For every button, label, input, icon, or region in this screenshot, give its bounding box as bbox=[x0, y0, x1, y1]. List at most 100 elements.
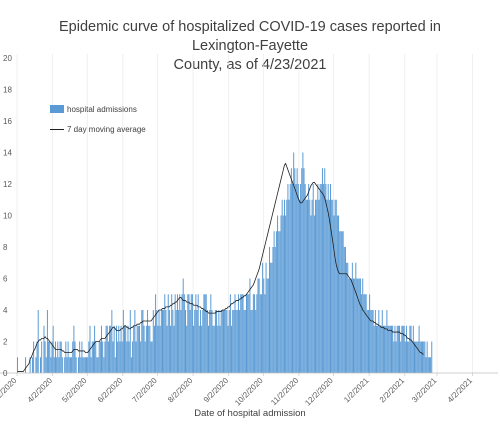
admission-bar bbox=[242, 294, 244, 373]
admission-bar bbox=[262, 262, 264, 373]
admission-bar bbox=[126, 341, 128, 373]
admission-bar bbox=[326, 199, 328, 373]
admission-bar bbox=[428, 357, 430, 373]
admission-bar bbox=[419, 341, 421, 373]
admission-bar bbox=[425, 357, 427, 373]
x-tick-label: 4/2/2020 bbox=[26, 376, 55, 405]
admission-bar bbox=[86, 357, 88, 373]
chart-title: Epidemic curve of hospitalized COVID-19 … bbox=[30, 18, 470, 75]
admission-bar bbox=[404, 341, 406, 373]
y-tick-label: 18 bbox=[3, 86, 12, 95]
admission-bar bbox=[213, 325, 215, 373]
admission-bar bbox=[199, 310, 201, 373]
admission-bar bbox=[217, 325, 219, 373]
admission-bar bbox=[424, 341, 426, 373]
admission-bar bbox=[304, 184, 306, 373]
admission-bar bbox=[344, 247, 346, 373]
admission-bar bbox=[249, 278, 251, 373]
admission-bar bbox=[132, 341, 134, 373]
admission-bar bbox=[349, 278, 351, 373]
admission-bar bbox=[399, 325, 401, 373]
admission-bar bbox=[111, 310, 113, 373]
admission-bar bbox=[237, 294, 239, 373]
admission-bar bbox=[67, 341, 69, 373]
y-tick-label: 16 bbox=[3, 117, 12, 126]
admission-bar bbox=[157, 325, 159, 373]
admission-bar bbox=[95, 341, 97, 373]
admission-bar bbox=[328, 199, 330, 373]
admission-bar bbox=[336, 215, 338, 373]
admission-bar bbox=[293, 152, 295, 373]
admission-bar bbox=[296, 168, 298, 373]
y-tick-label: 8 bbox=[3, 243, 8, 252]
admission-bar bbox=[150, 341, 152, 373]
admission-bar bbox=[152, 310, 154, 373]
admission-bar bbox=[283, 199, 285, 373]
admission-bar bbox=[377, 325, 379, 373]
admission-bar bbox=[168, 310, 170, 373]
admission-bar bbox=[271, 262, 273, 373]
admission-bar bbox=[340, 231, 342, 373]
admission-bar bbox=[426, 341, 428, 373]
admission-bar bbox=[134, 310, 136, 373]
admission-bar bbox=[286, 199, 288, 373]
admission-bar bbox=[366, 310, 368, 373]
admission-bar bbox=[227, 325, 229, 373]
admission-bar bbox=[60, 341, 62, 373]
admission-bar bbox=[59, 341, 61, 373]
admission-bar bbox=[363, 294, 365, 373]
admission-bar bbox=[416, 341, 418, 373]
admission-bar bbox=[156, 310, 158, 373]
admission-bar bbox=[239, 310, 241, 373]
legend: hospital admissions 7 day moving average bbox=[50, 101, 146, 141]
admission-bar bbox=[407, 341, 409, 373]
admission-bar bbox=[339, 231, 341, 373]
admission-bar bbox=[88, 341, 90, 373]
admission-bar bbox=[350, 278, 352, 373]
admission-bar bbox=[180, 310, 182, 373]
admission-bar bbox=[265, 262, 267, 373]
admission-bar bbox=[359, 278, 361, 373]
admission-bar bbox=[98, 341, 100, 373]
admission-bar bbox=[201, 325, 203, 373]
admission-bar bbox=[31, 357, 33, 373]
admission-bar bbox=[311, 199, 313, 373]
admission-bar bbox=[327, 184, 329, 373]
admission-bar bbox=[99, 341, 101, 373]
admission-bar bbox=[355, 262, 357, 373]
admission-bar bbox=[90, 357, 92, 373]
admission-bar bbox=[114, 357, 116, 373]
admission-bar bbox=[292, 184, 294, 373]
admission-bar bbox=[412, 325, 414, 373]
admission-bar bbox=[206, 310, 208, 373]
admission-bar bbox=[367, 310, 369, 373]
admission-bar bbox=[240, 294, 242, 373]
x-tick-label: 3/2/2021 bbox=[410, 376, 439, 405]
admission-bar bbox=[193, 325, 195, 373]
admission-bar bbox=[57, 341, 59, 373]
admission-bar bbox=[142, 310, 144, 373]
admission-bar bbox=[121, 341, 123, 373]
admission-bar bbox=[198, 325, 200, 373]
y-tick-label: 6 bbox=[3, 275, 8, 284]
admission-bar bbox=[186, 325, 188, 373]
admission-bar bbox=[305, 199, 307, 373]
admission-bar bbox=[36, 341, 38, 373]
admission-bar bbox=[137, 325, 139, 373]
admission-bar bbox=[151, 341, 153, 373]
admission-bar bbox=[87, 357, 89, 373]
admission-bar bbox=[287, 184, 289, 373]
y-tick-label: 12 bbox=[3, 180, 12, 189]
admission-bar bbox=[135, 341, 137, 373]
admission-bar bbox=[254, 294, 256, 373]
admission-bar bbox=[346, 262, 348, 373]
admission-bar bbox=[69, 357, 71, 373]
admission-bar bbox=[233, 310, 235, 373]
admission-bar bbox=[129, 310, 131, 373]
admission-bar bbox=[411, 341, 413, 373]
admission-bar bbox=[185, 310, 187, 373]
admission-bar bbox=[94, 325, 96, 373]
chart-title-line-2: County, as of 4/23/2021 bbox=[173, 57, 327, 73]
admission-bar bbox=[48, 341, 50, 373]
